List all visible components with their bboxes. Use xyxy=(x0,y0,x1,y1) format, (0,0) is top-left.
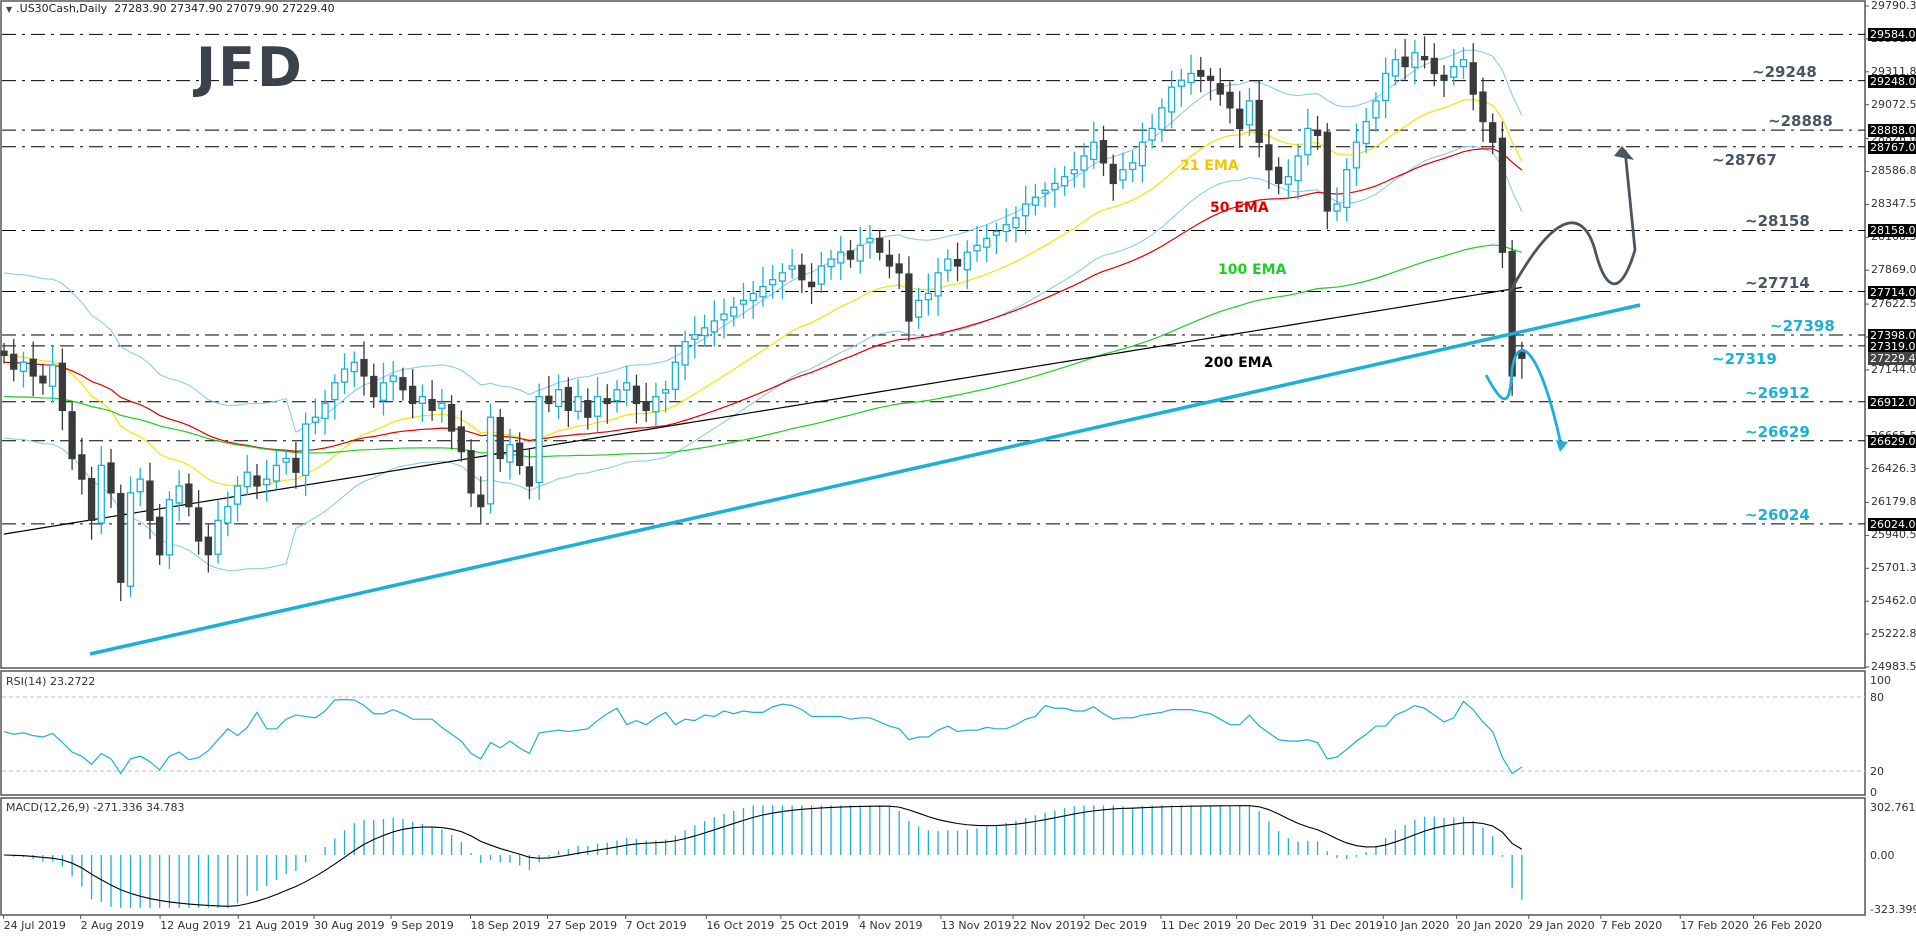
date-tick: 2 Dec 2019 xyxy=(1083,919,1148,932)
date-tick: 25 Oct 2019 xyxy=(780,919,849,932)
price-level-box: 29248.00 xyxy=(1868,74,1916,88)
price-tick: 27622.55 xyxy=(1871,297,1916,311)
date-tick: 26 Feb 2020 xyxy=(1753,919,1823,932)
date-tick: 10 Jan 2020 xyxy=(1383,919,1450,932)
price-level-box: 27398.00 xyxy=(1868,328,1916,342)
price-tick: 27869.05 xyxy=(1871,263,1916,277)
level-label: ~26024 xyxy=(1745,505,1810,524)
price-tick: 25701.30 xyxy=(1871,561,1916,575)
date-tick: 11 Dec 2019 xyxy=(1160,919,1232,932)
price-tick: 29311.80 xyxy=(1871,64,1916,78)
date-tick: 17 Feb 2020 xyxy=(1680,919,1749,932)
ohlc-values: 27283.90 27347.90 27079.90 27229.40 xyxy=(114,2,335,15)
date-tick: 29 Jan 2020 xyxy=(1528,919,1595,932)
level-label: ~26912 xyxy=(1745,383,1810,402)
rsi-tick: 100 xyxy=(1870,674,1891,687)
date-tick: 16 Oct 2019 xyxy=(706,919,775,932)
date-tick: 13 Nov 2019 xyxy=(940,919,1012,932)
date-tick: 20 Dec 2019 xyxy=(1236,919,1307,932)
macd-title: MACD(12,26,9) -271.336 34.783 xyxy=(6,801,185,814)
price-level-box: 27319.00 xyxy=(1868,339,1916,353)
price-tick: 29790.30 xyxy=(1871,0,1916,12)
date-tick: 31 Dec 2019 xyxy=(1312,919,1383,932)
level-label: ~27398 xyxy=(1770,316,1835,335)
chart-header[interactable]: ▼ .US30Cash,Daily 27283.90 27347.90 27079… xyxy=(6,2,335,15)
rsi-tick: 20 xyxy=(1870,765,1884,778)
price-tick: 28586.80 xyxy=(1871,164,1916,178)
current-price-box: 27229.40 xyxy=(1868,352,1916,366)
date-tick: 30 Aug 2019 xyxy=(314,919,385,932)
macd-tick: 0.00 xyxy=(1870,849,1895,862)
ema-label: 50 EMA xyxy=(1210,200,1269,216)
date-tick: 22 Nov 2019 xyxy=(1013,919,1084,932)
date-tick: 21 Aug 2019 xyxy=(238,919,309,932)
level-label: ~28767 xyxy=(1712,150,1777,169)
price-level-box: 28767.00 xyxy=(1868,140,1916,154)
date-tick: 9 Sep 2019 xyxy=(391,919,454,932)
date-tick: 4 Nov 2019 xyxy=(859,919,923,932)
ema-label: 21 EMA xyxy=(1180,158,1239,174)
collapse-triangle-icon[interactable]: ▼ xyxy=(6,5,13,14)
date-tick: 20 Jan 2020 xyxy=(1456,919,1523,932)
price-tick: 25940.55 xyxy=(1871,528,1916,542)
macd-tick: -323.399 xyxy=(1870,903,1916,916)
date-tick: 18 Sep 2019 xyxy=(470,919,541,932)
price-level-box: 28888.00 xyxy=(1868,124,1916,138)
price-level-box: 26912.00 xyxy=(1868,395,1916,409)
price-tick: 25222.80 xyxy=(1871,627,1916,641)
price-tick: 26179.80 xyxy=(1871,495,1916,509)
jfd-logo: JFD xyxy=(196,36,304,99)
date-tick: 7 Oct 2019 xyxy=(625,919,687,932)
rsi-title: RSI(14) 23.2722 xyxy=(6,675,96,688)
date-tick: 7 Feb 2020 xyxy=(1600,919,1663,932)
price-level-box: 26629.00 xyxy=(1868,434,1916,448)
date-tick: 12 Aug 2019 xyxy=(160,919,231,932)
price-level-box: 27714.00 xyxy=(1868,285,1916,299)
ema-label: 200 EMA xyxy=(1204,355,1273,371)
date-tick: 2 Aug 2019 xyxy=(80,919,145,932)
level-label: ~27714 xyxy=(1745,273,1810,292)
price-tick: 25462.05 xyxy=(1871,594,1916,608)
price-tick: 24983.55 xyxy=(1871,660,1916,673)
price-level-box: 26024.00 xyxy=(1868,517,1916,531)
date-tick: 27 Sep 2019 xyxy=(547,919,618,932)
price-tick: 28347.55 xyxy=(1871,197,1916,211)
level-label: ~28158 xyxy=(1745,212,1810,231)
rsi-tick: 80 xyxy=(1870,691,1884,704)
date-tick: 24 Jul 2019 xyxy=(3,919,66,932)
level-label: ~26629 xyxy=(1745,422,1810,441)
level-label: ~29248 xyxy=(1752,62,1817,81)
level-label: ~27319 xyxy=(1712,349,1777,368)
price-level-box: 28158.00 xyxy=(1868,224,1916,238)
price-tick: 26426.30 xyxy=(1871,461,1916,475)
symbol-label: .US30Cash,Daily xyxy=(16,2,108,15)
ema-label: 100 EMA xyxy=(1218,262,1287,278)
price-tick: 29072.55 xyxy=(1871,97,1916,111)
price-tick: 27144.05 xyxy=(1871,362,1916,376)
level-label: ~28888 xyxy=(1768,112,1833,131)
macd-tick: 302.761 xyxy=(1870,801,1916,814)
rsi-tick: 0 xyxy=(1870,786,1877,799)
price-level-box: 29584.00 xyxy=(1868,28,1916,42)
